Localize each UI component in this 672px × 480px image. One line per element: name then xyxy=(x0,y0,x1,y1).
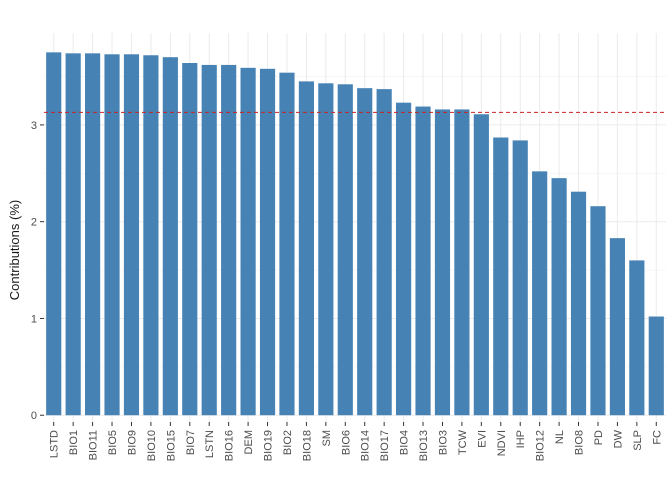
x-tick-label: BIO15 xyxy=(165,430,177,461)
bar-fc xyxy=(648,316,664,416)
bar-ndvi xyxy=(493,137,509,416)
bar-bio13 xyxy=(415,106,431,416)
bar-ihp xyxy=(512,140,528,416)
bar-bio7 xyxy=(182,62,198,416)
x-tick-label: BIO4 xyxy=(399,430,411,455)
bar-bio17 xyxy=(376,89,392,416)
bar-dw xyxy=(609,238,625,416)
bar-bio12 xyxy=(532,171,548,416)
x-tick-label: DEM xyxy=(243,430,255,454)
x-tick-label: BIO3 xyxy=(437,430,449,455)
x-tick-label: BIO7 xyxy=(185,430,197,455)
bar-lstn xyxy=(201,64,217,416)
bars xyxy=(46,52,664,416)
x-tick-label: LSTD xyxy=(49,430,61,458)
y-tick-label: 1 xyxy=(31,313,37,325)
bar-bio14 xyxy=(357,88,373,416)
x-tick-label: BIO13 xyxy=(418,430,430,461)
x-tick-label: BIO2 xyxy=(282,430,294,455)
x-tick-label: NL xyxy=(554,430,566,444)
bar-bio1 xyxy=(65,53,81,416)
x-tick-label: EVI xyxy=(476,430,488,448)
bar-bio16 xyxy=(221,64,237,416)
y-axis-ticks: 0 1 2 3 xyxy=(31,120,44,422)
bar-pd xyxy=(590,206,606,416)
bar-dem xyxy=(240,67,256,416)
x-tick-label: BIO9 xyxy=(126,430,138,455)
x-tick-label: SLP xyxy=(632,430,644,451)
y-tick-label: 0 xyxy=(31,410,37,422)
x-tick-label: BIO17 xyxy=(379,430,391,461)
y-tick-label: 2 xyxy=(31,217,37,229)
bar-bio15 xyxy=(162,57,178,416)
x-axis-ticks: LSTD BIO1 BIO11 BIO5 BIO9 BIO10 BIO15 BIO7 LSTN B… xyxy=(49,422,663,461)
x-tick-label: LSTN xyxy=(204,430,216,458)
bar-bio9 xyxy=(123,54,140,416)
bar-bio6 xyxy=(337,84,353,416)
x-tick-label: TCW xyxy=(457,429,469,455)
bar-lstd xyxy=(46,52,62,416)
bar-tcw xyxy=(454,109,470,416)
y-tick-label: 3 xyxy=(31,120,37,132)
x-tick-label: BIO12 xyxy=(535,430,547,461)
bar-bio2 xyxy=(279,72,295,416)
x-tick-label: BIO14 xyxy=(360,430,372,461)
bar-slp xyxy=(629,260,645,416)
bar-bio5 xyxy=(104,54,120,416)
x-tick-label: BIO5 xyxy=(107,430,119,455)
bar-bio11 xyxy=(85,53,101,416)
bar-bio10 xyxy=(143,55,159,416)
x-tick-label: FC xyxy=(651,430,663,445)
x-tick-label: BIO1 xyxy=(68,430,80,455)
x-tick-label: BIO18 xyxy=(301,430,313,461)
bar-bio4 xyxy=(396,102,412,416)
x-tick-label: BIO19 xyxy=(263,430,275,461)
bar-evi xyxy=(473,114,489,416)
bar-bio19 xyxy=(259,68,276,416)
x-tick-label: DW xyxy=(612,429,624,448)
x-tick-label: BIO6 xyxy=(340,430,352,455)
y-axis-title: Contributions (%) xyxy=(7,200,22,300)
bar-bio3 xyxy=(434,109,451,416)
bar-bio8 xyxy=(570,191,587,416)
x-tick-label: NDVI xyxy=(496,430,508,456)
x-tick-label: SM xyxy=(321,430,333,447)
x-tick-label: BIO16 xyxy=(224,430,236,461)
x-tick-label: BIO8 xyxy=(574,430,586,455)
bar-nl xyxy=(551,178,567,416)
x-tick-label: IHP xyxy=(515,430,527,448)
x-tick-label: PD xyxy=(593,430,605,445)
bar-bio18 xyxy=(298,81,314,416)
x-tick-label: BIO10 xyxy=(146,430,158,461)
x-tick-label: BIO11 xyxy=(88,430,100,460)
bar-sm xyxy=(318,83,334,416)
